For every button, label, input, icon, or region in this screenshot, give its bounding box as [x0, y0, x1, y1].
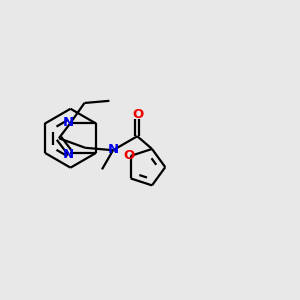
Text: O: O — [124, 149, 135, 162]
Text: N: N — [63, 116, 74, 128]
Text: O: O — [132, 108, 143, 121]
Text: N: N — [107, 142, 118, 155]
Text: N: N — [63, 148, 74, 161]
